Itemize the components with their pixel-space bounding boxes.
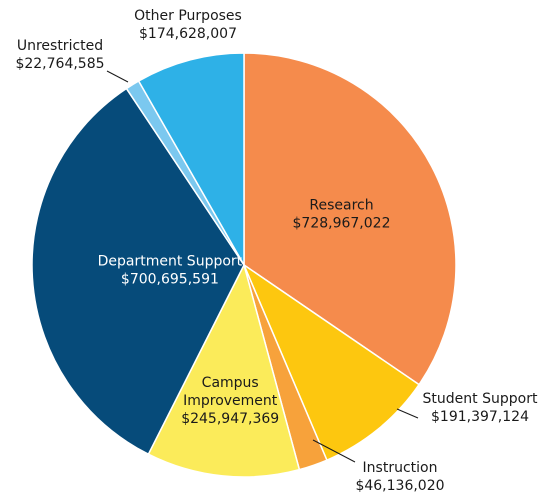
slice-value: $174,628,007: [139, 26, 237, 42]
leader-line-student-support: [396, 408, 419, 419]
leader-line-unrestricted: [106, 70, 129, 83]
slice-name: Research: [309, 198, 373, 214]
slice-value: $700,695,591: [121, 271, 219, 287]
slice-value: $245,947,369: [181, 411, 279, 427]
slice-name: Student Support: [423, 391, 538, 407]
slice-label-student-support: Student Support $191,397,124: [423, 391, 538, 425]
pie-slice-student-support: [242, 262, 421, 462]
leader-lines: [106, 70, 419, 463]
slice-value: $46,136,020: [355, 478, 444, 494]
leader-line-instruction: [312, 439, 356, 463]
slice-name: Campus: [202, 375, 259, 391]
slice-value: $191,397,124: [431, 409, 529, 425]
slice-label-unrestricted: Unrestricted $22,764,585: [15, 38, 104, 72]
slice-label-instruction: Instruction $46,136,020: [355, 460, 444, 494]
slice-name: Other Purposes: [134, 8, 242, 24]
pie-slice-department-support: [31, 87, 245, 456]
pie-slice-campus-improvement: [147, 262, 301, 478]
pie-slice-other-purposes: [137, 52, 245, 268]
slice-labels: Research $728,967,022 Student Support $191,…: [15, 8, 538, 494]
slice-value: $22,764,585: [15, 56, 104, 72]
slice-label-research: Research $728,967,022: [293, 198, 391, 232]
slice-name: Department Support: [98, 253, 243, 269]
slice-label-campus-improvement: Campus Improvement $245,947,369: [181, 375, 279, 427]
slice-label-other-purposes: Other Purposes $174,628,007: [134, 8, 242, 42]
slice-value: $728,967,022: [293, 216, 391, 232]
pie-slices: [31, 52, 457, 478]
slice-name: Improvement: [183, 393, 278, 409]
slice-name: Instruction: [363, 460, 438, 476]
pie-slice-research: [243, 52, 457, 386]
slice-label-department-support: Department Support $700,695,591: [98, 253, 243, 287]
slice-name: Unrestricted: [17, 38, 103, 54]
